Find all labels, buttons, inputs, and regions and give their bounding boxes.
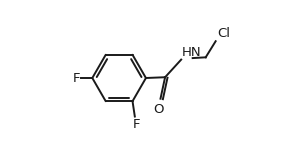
Text: F: F xyxy=(133,118,140,131)
Text: HN: HN xyxy=(182,46,201,59)
Text: Cl: Cl xyxy=(217,27,230,40)
Text: F: F xyxy=(73,71,80,85)
Text: O: O xyxy=(153,102,163,115)
